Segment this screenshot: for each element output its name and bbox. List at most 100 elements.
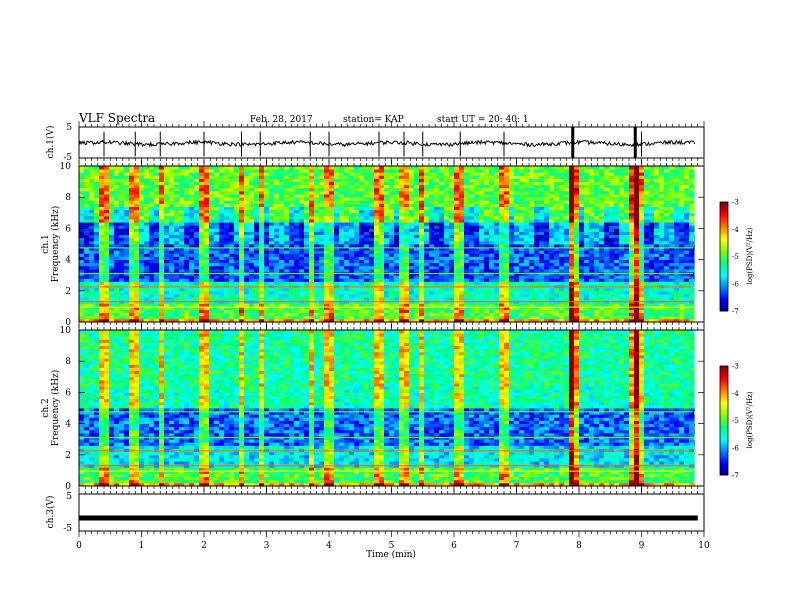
spectrogram-cell [409,287,415,292]
spectrogram-cell [634,287,640,292]
spectrogram-cell [384,256,390,260]
spectrogram-cell [119,247,125,251]
spectrogram-cell [224,262,230,267]
spectrogram-cell [184,228,190,232]
spectrogram-cell [629,206,635,211]
spectrogram-cell [449,275,455,279]
spectrogram-cell [414,312,420,317]
spectrogram-cell [284,240,290,245]
spectrogram-cell [334,318,340,323]
spectrogram-cell [409,247,415,251]
spectrogram-cell [144,293,150,298]
spectrogram-cell [154,259,160,264]
spectrogram-cell [469,203,475,207]
spectrogram-cell [449,225,455,229]
spectrogram-cell [554,306,560,310]
spectrogram-cell [229,256,235,260]
spectrogram-cell [274,234,280,239]
spectrogram-cell [554,284,560,289]
spectrogram-cell [254,306,260,310]
spectrogram-cell [644,247,650,251]
spectrogram-cell [179,253,185,257]
spectrogram-cell [679,315,685,320]
spectrogram-cell [269,228,275,232]
spectrogram-cell [454,247,460,251]
spectrogram-cell [284,206,290,211]
spectrogram-cell [294,240,300,245]
spectrogram-cell [264,293,270,298]
spectrogram-cell [354,265,360,270]
spectrogram-cell [484,268,490,273]
spectrogram-cell [114,309,120,314]
spectrogram-cell [614,222,620,226]
spectrogram-cell [569,268,575,273]
spectrogram-cell [604,231,610,236]
spectrogram-cell [559,206,565,211]
spectrogram-cell [584,281,590,285]
spectrogram-cell [414,234,420,239]
spectrogram-cell [504,231,510,236]
spectrogram-cell [219,225,225,229]
spectrogram-cell [344,268,350,273]
spectrogram-cell [404,318,410,323]
spectrogram-cell [374,284,380,289]
spectrogram-cell [314,250,320,254]
spectrogram-cell [294,228,300,232]
spectrogram-cell [154,309,160,314]
spectrogram-cell [79,275,85,279]
spectrogram-cell [129,225,135,229]
spectrogram-cell [334,297,340,301]
spectrogram-cell [509,231,515,236]
spectrogram-cell [649,287,655,292]
spectrogram-cell [239,215,245,220]
spectrogram-cell [119,262,125,267]
spectrogram-cell [84,309,90,314]
spectrogram-cell [334,262,340,267]
spectrogram-cell [579,281,585,285]
spectrogram-cell [434,306,440,310]
spectrogram-cell [314,244,320,248]
spectrogram-cell [179,244,185,248]
spectrogram-cell [574,303,580,307]
spectrogram-cell [164,318,170,323]
spectrogram-cell [679,265,685,270]
spectrogram-cell [199,256,205,260]
spectrogram-cell [609,219,615,223]
spectrogram-cell [289,225,295,229]
spectrogram-cell [294,293,300,298]
spectrogram-cell [114,275,120,279]
spectrogram-cell [479,262,485,267]
spectrogram-cell [379,284,385,289]
spectrogram-cell [229,284,235,289]
spectrogram-cell [349,275,355,279]
spectrogram-cell [594,215,600,220]
spectrogram-cell [569,265,575,270]
spectrogram-cell [644,284,650,289]
spectrogram-cell [134,293,140,298]
spectrogram-cell [379,240,385,245]
spectrogram-cell [634,206,640,211]
spectrogram-cell [249,306,255,310]
spectrogram-cell [284,315,290,320]
spectrogram-cell [369,253,375,257]
spectrogram-cell [444,231,450,236]
spectrogram-cell [254,247,260,251]
spectrogram-cell [484,206,490,211]
spectrogram-cell [494,290,500,295]
spectrogram-cell [249,231,255,236]
spectrogram-cell [614,309,620,314]
spectrogram-cell [439,315,445,320]
spectrogram-cell [609,318,615,323]
spectrogram-cell [324,262,330,267]
spectrogram-cell [264,312,270,317]
spectrogram-cell [364,250,370,254]
spectrogram-cell [634,259,640,264]
spectrogram-cell [169,315,175,320]
spectrogram-cell [209,209,215,214]
spectrogram-cell [174,318,180,323]
spectrogram-cell [169,297,175,301]
spectrogram-cell [84,287,90,292]
spectrogram-cell [224,275,230,279]
spectrogram-cell [169,309,175,314]
spectrogram-cell [274,253,280,257]
